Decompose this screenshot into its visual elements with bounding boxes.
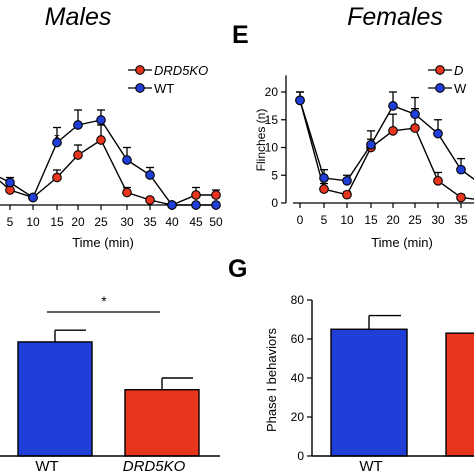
females-y-axis-label: Flinches (n) (254, 109, 268, 172)
y-tick-label: 80 (291, 293, 305, 307)
data-point (388, 101, 398, 111)
data-point (319, 173, 329, 183)
bar (445, 332, 474, 457)
data-point (410, 123, 420, 133)
x-tick-label: 15 (364, 213, 378, 227)
y-tick-label: 40 (291, 371, 305, 385)
x-tick-label: 40 (165, 215, 179, 229)
x-tick-label: 0 (297, 213, 304, 227)
data-point (145, 195, 155, 205)
data-point (73, 150, 83, 160)
significance-star-males-line: * (54, 130, 60, 146)
y-tick-label: 20 (265, 85, 279, 99)
data-point (122, 155, 132, 165)
legend-label: W (454, 81, 467, 96)
significance-star-bar: * (101, 293, 107, 309)
data-point (388, 126, 398, 136)
panel-letter-g: G (228, 255, 247, 283)
legend-label: DRD5KO (154, 63, 208, 78)
bar (17, 341, 93, 457)
data-point (122, 187, 132, 198)
legend-label: D (454, 63, 463, 78)
females-bar-chart: 0 20 40 60 80 (291, 293, 474, 463)
panel-title-females: Females (347, 3, 443, 31)
data-point (52, 137, 62, 148)
data-point (73, 120, 83, 130)
males-line-chart: 5 10 15 20 25 30 35 40 45 50 DRD5KO WT (0, 63, 223, 229)
y-tick-label: 15 (265, 113, 279, 127)
data-point (211, 200, 221, 210)
data-point (191, 190, 201, 200)
legend-label: WT (154, 81, 174, 96)
x-tick-label: 45 (189, 215, 203, 229)
data-point (319, 184, 329, 194)
y-tick-label: 0 (297, 449, 304, 463)
x-tick-label: 35 (143, 215, 157, 229)
legend-marker (135, 83, 145, 93)
x-tick-label: 20 (386, 213, 400, 227)
y-tick-label: 60 (291, 332, 305, 346)
bar-label-wt-males: WT (35, 458, 58, 474)
data-point (52, 172, 62, 183)
data-point (456, 164, 466, 175)
x-tick-label: 30 (120, 215, 134, 229)
x-tick-label: 30 (431, 213, 445, 227)
data-point (295, 95, 305, 106)
panel-letter-e: E (232, 21, 249, 49)
y-tick-label: 5 (271, 168, 278, 182)
females-line-chart: 0 5 10 15 20 25 30 35 0 5 10 15 20 DW (265, 63, 474, 227)
legend-marker (435, 83, 445, 93)
bar (124, 389, 200, 457)
males-bar-chart (0, 329, 220, 457)
data-point (28, 192, 38, 203)
y-tick-label: 10 (265, 141, 279, 155)
x-tick-label: 10 (340, 213, 354, 227)
panel-title-males: Males (45, 3, 112, 31)
data-point (456, 192, 466, 203)
series-line-1 (0, 119, 216, 206)
bar (330, 328, 408, 457)
data-point (145, 170, 155, 180)
females-x-axis-label: Time (min) (371, 235, 433, 250)
x-tick-label: 25 (94, 215, 108, 229)
y-tick-label: 0 (271, 196, 278, 210)
data-point (191, 200, 201, 210)
data-point (167, 200, 177, 210)
x-tick-label: 50 (209, 215, 223, 229)
data-point (433, 175, 443, 186)
males-x-axis-label: Time (min) (72, 235, 134, 250)
legend-marker (135, 65, 145, 75)
data-point (211, 190, 221, 200)
y-tick-label: 20 (291, 410, 305, 424)
x-tick-label: 5 (321, 213, 328, 227)
x-tick-label: 10 (26, 215, 40, 229)
data-point (433, 128, 443, 139)
x-tick-label: 20 (71, 215, 85, 229)
x-tick-label: 5 (7, 215, 14, 229)
data-point (342, 189, 352, 200)
bar-label-wt-females: WT (359, 458, 382, 474)
data-point (5, 177, 15, 188)
series-line-1 (299, 100, 474, 182)
x-tick-label: 25 (408, 213, 422, 227)
data-point (366, 139, 376, 150)
data-point (96, 115, 106, 125)
x-tick-label: 15 (50, 215, 64, 229)
data-point (96, 135, 106, 145)
x-tick-label: 35 (454, 213, 468, 227)
phase-y-axis-label: Phase I behaviors (264, 327, 279, 432)
data-point (342, 175, 352, 186)
legend-marker (435, 65, 445, 75)
bar-label-drd5ko-males: DRD5KO (123, 458, 186, 474)
data-point (410, 109, 420, 120)
